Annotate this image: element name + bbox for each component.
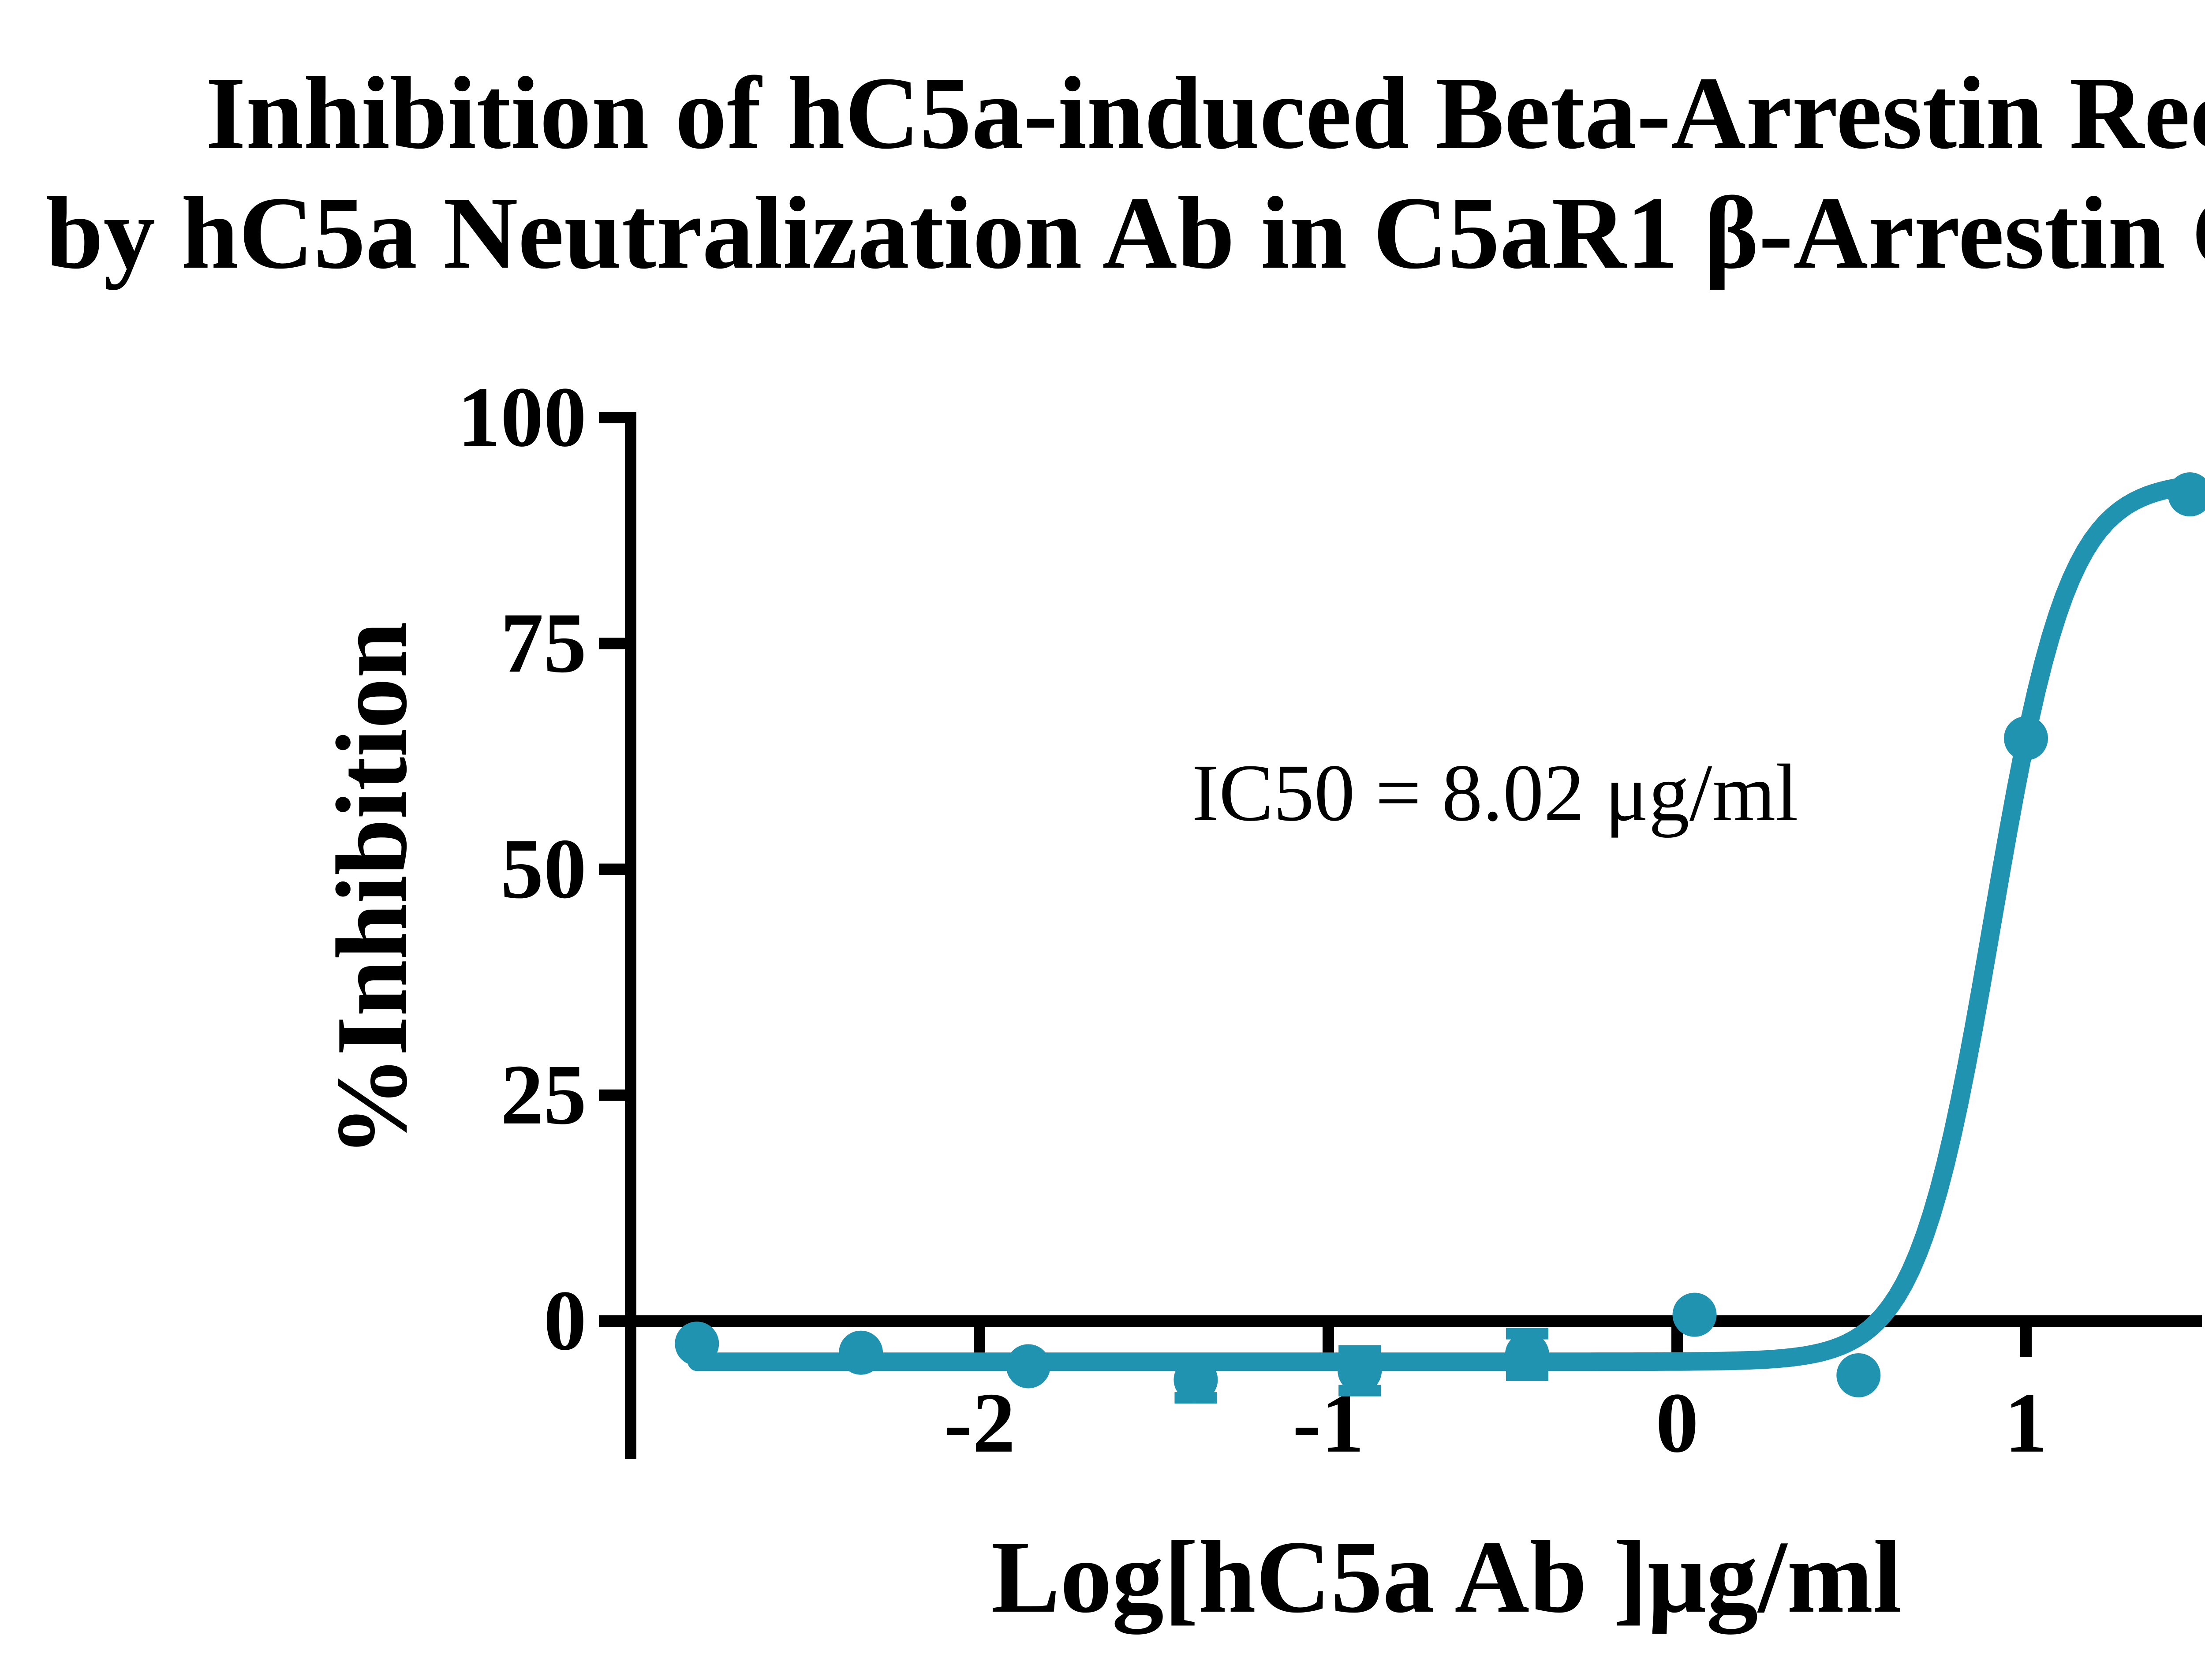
y-tick-label: 50: [501, 821, 587, 917]
fit-curve: [688, 476, 2199, 1371]
axes: [625, 412, 2202, 1459]
x-axis-label: Log[hC5a Ab ]μg/ml: [991, 1519, 1902, 1635]
data-point: [2168, 472, 2205, 517]
data-point: [1338, 1348, 1382, 1393]
chart-title-line2: by hC5a Neutralization Ab in C5aR1 β-Arr…: [45, 175, 2205, 290]
data-point: [1672, 1292, 1717, 1337]
x-tick-label: 1: [2004, 1375, 2048, 1471]
y-tick-label: 25: [501, 1047, 587, 1142]
chart-title-line1: Inhibition of hC5a-induced Beta-Arrestin…: [206, 56, 2205, 170]
y-tick-label: 0: [544, 1273, 587, 1368]
y-tick-label: 75: [501, 595, 587, 691]
ic50-annotation: IC50 = 8.02 μg/ml: [1192, 748, 1798, 838]
data-point: [2004, 716, 2048, 761]
y-tick-label: 100: [458, 370, 587, 465]
data-point: [1505, 1332, 1549, 1377]
x-tick-label: 0: [1656, 1375, 1699, 1471]
data-point: [1006, 1344, 1050, 1389]
data-point: [1174, 1358, 1218, 1402]
chart-title: Inhibition of hC5a-induced Beta-Arrestin…: [0, 53, 2205, 293]
data-point: [1836, 1353, 1881, 1397]
data-series: [675, 472, 2205, 1404]
data-point: [839, 1330, 883, 1375]
x-tick-label: -2: [944, 1375, 1015, 1471]
y-axis-label: %Inhibition: [315, 622, 428, 1157]
data-point: [675, 1322, 719, 1366]
